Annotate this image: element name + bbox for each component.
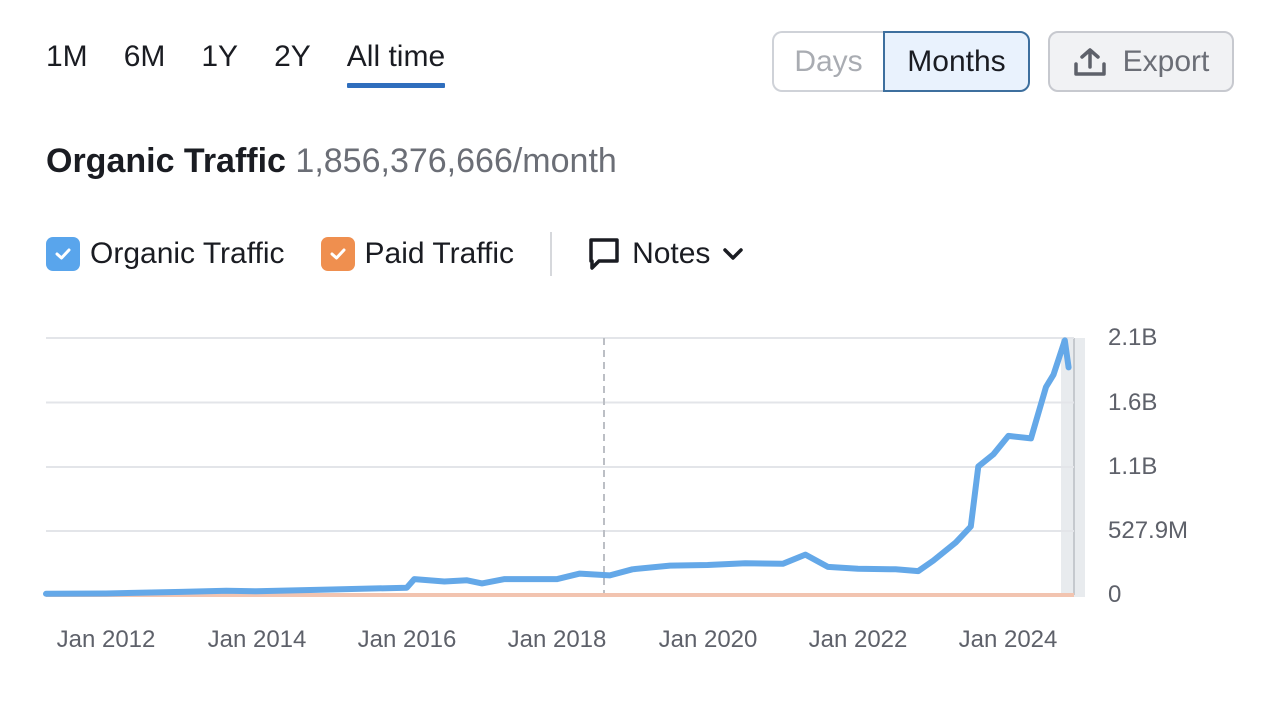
days-button[interactable]: Days [772,31,883,92]
y-tick-label: 527.9M [1108,517,1189,544]
x-tick-label: Jan 2012 [56,626,156,653]
x-tick-label: Jan 2020 [658,626,758,653]
granularity-toggle: Days Months [772,31,1030,92]
period-tab-all-time[interactable]: All time [346,40,446,88]
chart-header: Organic Traffic 1,856,376,666/month [46,142,617,181]
export-button[interactable]: Export [1048,31,1234,92]
legend-organic-traffic[interactable]: Organic Traffic [46,237,285,271]
legend-paid-traffic[interactable]: Paid Traffic [320,237,515,271]
notes-label: Notes [632,237,711,270]
traffic-value: 1,856,376,666/month [295,142,617,180]
chevron-down-icon [723,248,744,260]
period-tab-2y[interactable]: 2Y [274,40,311,73]
upload-icon [1073,47,1106,76]
legend-paid-label: Paid Traffic [364,237,515,270]
period-tab-1y[interactable]: 1Y [201,40,239,73]
check-icon [55,248,71,260]
period-tabs: 1M 6M 1Y 2Y All time [46,40,481,88]
check-icon [330,248,346,260]
period-tab-1m[interactable]: 1M [46,40,88,73]
checkbox-paid[interactable] [320,237,355,271]
x-tick-label: Jan 2014 [207,626,307,653]
period-tab-6m[interactable]: 6M [123,40,166,73]
export-label: Export [1122,44,1210,78]
x-tick-label: Jan 2018 [507,626,607,653]
comment-icon [589,238,619,270]
notes-dropdown[interactable]: Notes [588,237,744,271]
legend: Organic Traffic Paid Traffic Notes [46,232,744,276]
y-tick-label: 2.1B [1108,324,1158,351]
x-tick-label: Jan 2024 [958,626,1058,653]
y-tick-label: 1.1B [1108,453,1158,480]
x-tick-label: Jan 2016 [357,626,457,653]
x-tick-label: Jan 2022 [808,626,908,653]
y-tick-label: 1.6B [1108,388,1158,416]
y-tick-label: 0 [1108,581,1122,608]
page-title: Organic Traffic [46,142,286,180]
legend-divider [550,232,553,276]
organic-traffic-line [43,337,1072,597]
checkbox-organic[interactable] [46,237,80,271]
legend-organic-label: Organic Traffic [90,237,285,270]
months-button[interactable]: Months [883,31,1030,92]
